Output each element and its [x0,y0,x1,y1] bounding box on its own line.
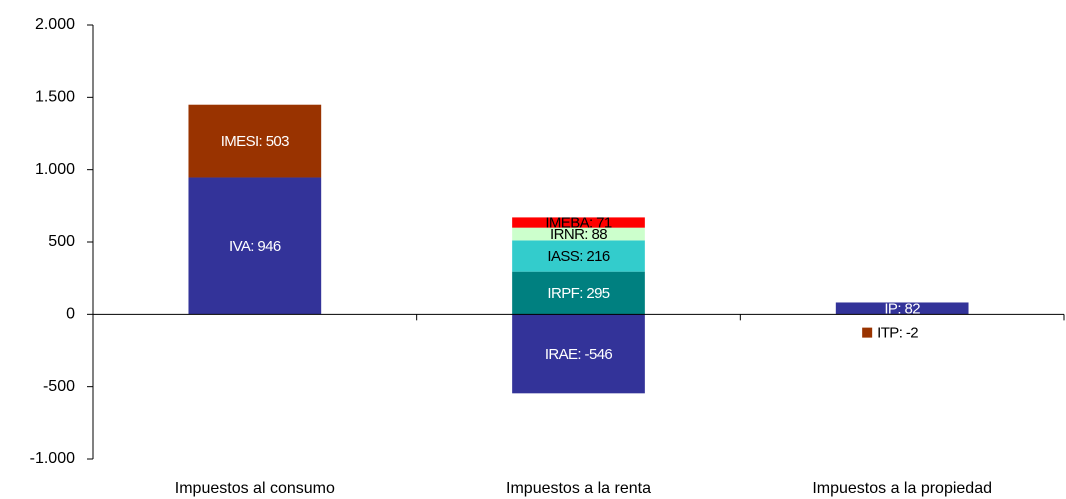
data-label: IRPF: 295 [547,285,609,302]
bar-segment [188,104,322,178]
bar-segment [188,177,322,315]
data-label: IASS: 216 [547,248,609,265]
data-label: IMESI: 503 [221,133,289,150]
data-label: IRAE: -546 [545,346,613,363]
data-label: IP: 82 [884,300,920,317]
y-tick-label: -1.000 [30,450,75,467]
y-tick-label: 1.500 [35,89,75,106]
x-tick-label: Impuestos a la renta [506,480,651,497]
data-label: IVA: 946 [229,238,281,255]
bar-segment [512,240,645,272]
bar-segment [512,314,645,394]
y-tick-label: 1.000 [35,161,75,178]
bar-segment [512,271,645,315]
x-tick-label: Impuestos a la propiedad [812,480,992,497]
y-tick-label: 500 [48,233,75,250]
y-tick-label: 2.000 [35,16,75,33]
data-label: IMEBA: 71 [545,215,612,232]
y-tick-label: -500 [43,378,75,395]
bar-segment [835,302,969,315]
bar-segment [512,227,645,241]
y-tick-label: 0 [66,306,75,323]
data-label: IRNR: 88 [550,226,607,243]
bar-segment [512,217,645,228]
x-tick-label: Impuestos al consumo [175,480,335,497]
data-label: ITP: -2 [877,325,918,342]
label-key [862,327,873,338]
